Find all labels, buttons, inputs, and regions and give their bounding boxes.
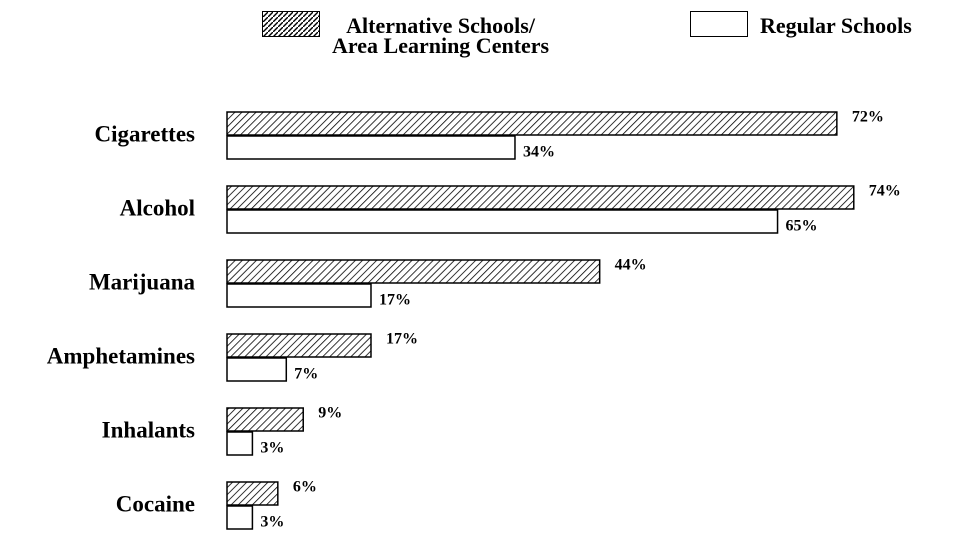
bar (226, 481, 279, 506)
category-label: Amphetamines (47, 343, 195, 368)
value-label: 74% (869, 183, 901, 200)
legend-label: Regular Schools (760, 13, 912, 38)
value-label: 3% (260, 514, 284, 531)
category-label: Cigarettes (95, 121, 196, 146)
legend-swatch (690, 11, 748, 37)
bar (226, 283, 372, 308)
value-label: 6% (293, 479, 317, 496)
bar (226, 259, 601, 284)
legend-label: Alternative Schools/ Area Learning Cente… (332, 13, 550, 58)
bar (226, 431, 254, 456)
value-label: 9% (318, 405, 342, 422)
value-label: 17% (386, 331, 418, 348)
bar (226, 185, 855, 210)
bar (226, 209, 779, 234)
category-label: Cocaine (116, 491, 195, 516)
value-label: 3% (260, 440, 284, 457)
bar (226, 505, 254, 530)
bar (226, 357, 288, 382)
bar (226, 333, 372, 358)
bar (226, 407, 304, 432)
value-label: 17% (379, 292, 411, 309)
category-label: Inhalants (102, 417, 195, 442)
value-label: 34% (523, 144, 555, 161)
value-label: 65% (786, 218, 818, 235)
value-label: 7% (294, 366, 318, 383)
value-label: 44% (615, 257, 647, 274)
category-label: Marijuana (89, 269, 196, 294)
bar (226, 111, 838, 136)
category-label: Alcohol (120, 195, 195, 220)
legend-swatch (262, 11, 320, 37)
value-label: 72% (852, 109, 884, 126)
bar (226, 135, 516, 160)
